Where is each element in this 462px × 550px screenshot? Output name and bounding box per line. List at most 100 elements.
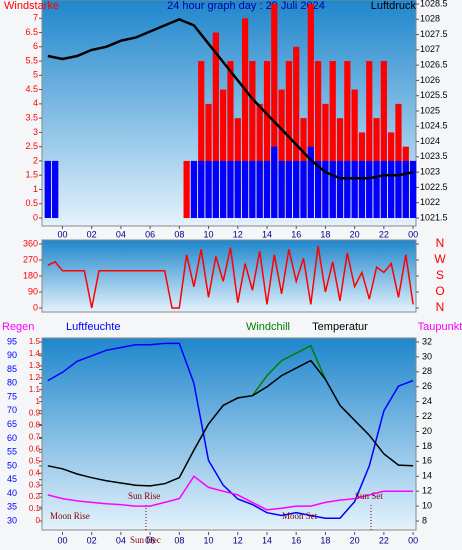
x-tick-label: 18 xyxy=(320,535,330,545)
bar xyxy=(285,160,293,218)
bar xyxy=(190,160,198,218)
y-tick-label: 24 xyxy=(422,396,432,406)
x-tick-label: 14 xyxy=(262,229,272,239)
y-tick-label: 0.8 xyxy=(29,421,41,430)
bar xyxy=(227,160,234,218)
bar xyxy=(315,160,322,218)
bar xyxy=(293,46,300,218)
legend-label: Taupunkt xyxy=(418,321,462,333)
y-tick-label: 1023.5 xyxy=(420,151,448,161)
y-tick-label: 5.5 xyxy=(25,55,38,65)
y-tick-label: 28 xyxy=(422,366,432,376)
y-tick-label: 75 xyxy=(7,391,17,401)
x-tick-label: 06 xyxy=(145,229,155,239)
bar xyxy=(241,18,249,219)
y-tick-label: 10 xyxy=(422,500,432,510)
y-axis-label: Regen xyxy=(2,321,34,333)
y-tick-label: 1027 xyxy=(420,44,440,54)
y-tick-label: N xyxy=(436,236,445,250)
legend-label: Temperatur xyxy=(312,321,368,333)
x-tick-label: 00 xyxy=(57,229,67,239)
y-tick-label: 6 xyxy=(33,41,38,51)
bar xyxy=(220,160,227,218)
bar xyxy=(344,61,351,218)
y-tick-label: 60 xyxy=(7,433,17,443)
y-tick-label: 26 xyxy=(422,381,432,391)
series-line xyxy=(47,17,414,180)
y-tick-label: 0.6 xyxy=(29,445,41,454)
bar xyxy=(315,61,322,218)
x-tick-label: 04 xyxy=(116,229,126,239)
y-axis-label: Windstarke xyxy=(4,0,59,12)
x-tick-label: 08 xyxy=(174,229,184,239)
y-tick-label: 1028.5 xyxy=(420,0,448,8)
bar xyxy=(249,61,256,218)
y-tick-label: 45 xyxy=(7,474,17,484)
y-tick-label: 0.5 xyxy=(29,456,41,465)
y2-axis-label: Luftdruck xyxy=(371,0,417,12)
y-tick-label: S xyxy=(436,268,444,282)
marks: 00.511.522.533.544.555.566.571021.510221… xyxy=(7,0,462,545)
bar xyxy=(358,160,366,218)
plot-area xyxy=(41,337,417,531)
y-tick-label: W xyxy=(434,252,446,266)
bar xyxy=(249,160,256,218)
y-tick-label: 14 xyxy=(422,471,432,481)
y-tick-label: N xyxy=(436,300,445,314)
y-tick-label: 2 xyxy=(33,155,38,165)
bar xyxy=(388,160,395,218)
y-tick-label: 0 xyxy=(36,516,41,525)
y-tick-label: 1025 xyxy=(420,105,440,115)
y-tick-label: 90 xyxy=(28,286,38,296)
x-tick-label: 22 xyxy=(379,229,389,239)
bar xyxy=(227,61,234,218)
y-tick-label: 1025.5 xyxy=(420,90,448,100)
y-tick-label: 1023 xyxy=(420,167,440,177)
y-tick-label: 35 xyxy=(7,502,17,512)
bar xyxy=(307,146,314,218)
bar xyxy=(198,160,205,218)
bar xyxy=(351,160,358,218)
bar xyxy=(322,160,329,218)
bar xyxy=(278,89,285,218)
x-tick-label: 12 xyxy=(233,535,243,545)
y-tick-label: 0.4 xyxy=(29,468,41,477)
y-tick-label: 5 xyxy=(33,70,38,80)
y-tick-label: 0 xyxy=(33,302,38,312)
bar xyxy=(220,89,227,218)
legend-label: Luftfeuchte xyxy=(66,321,120,333)
y-tick-label: 3 xyxy=(33,127,38,137)
x-tick-label: 10 xyxy=(204,229,214,239)
y-tick-label: 270 xyxy=(23,254,38,264)
y-tick-label: 22 xyxy=(422,411,432,421)
bar xyxy=(198,61,205,218)
y-tick-label: 1028 xyxy=(420,14,440,24)
y-tick-label: 1027.5 xyxy=(420,29,448,39)
series-line xyxy=(251,344,327,397)
y-tick-label: 1.2 xyxy=(29,373,41,382)
y-tick-label: 30 xyxy=(7,515,17,525)
x-tick-label: 00 xyxy=(408,229,418,239)
y-tick-label: 1021.5 xyxy=(420,212,448,222)
y-tick-label: 1.1 xyxy=(29,385,41,394)
y-tick-label: 90 xyxy=(7,350,17,360)
x-tick-label: 16 xyxy=(291,535,301,545)
x-tick-label: 22 xyxy=(379,535,389,545)
y-tick-label: 0.3 xyxy=(29,480,41,489)
annotation: Moon Rise xyxy=(50,511,90,521)
bar xyxy=(241,160,249,218)
annotation: Sun Set xyxy=(355,491,383,501)
y-tick-label: 20 xyxy=(422,426,432,436)
x-tick-label: 04 xyxy=(116,535,126,545)
y-tick-label: 7 xyxy=(33,13,38,23)
x-tick-label: 00 xyxy=(408,535,418,545)
y-tick-label: 1026 xyxy=(420,75,440,85)
y-tick-label: 1024 xyxy=(420,136,440,146)
y-tick-label: 1022.5 xyxy=(420,182,448,192)
bar xyxy=(263,160,271,218)
x-tick-label: 02 xyxy=(87,535,97,545)
y-tick-label: 80 xyxy=(7,378,17,388)
bar xyxy=(373,160,380,218)
y-tick-label: 16 xyxy=(422,456,432,466)
